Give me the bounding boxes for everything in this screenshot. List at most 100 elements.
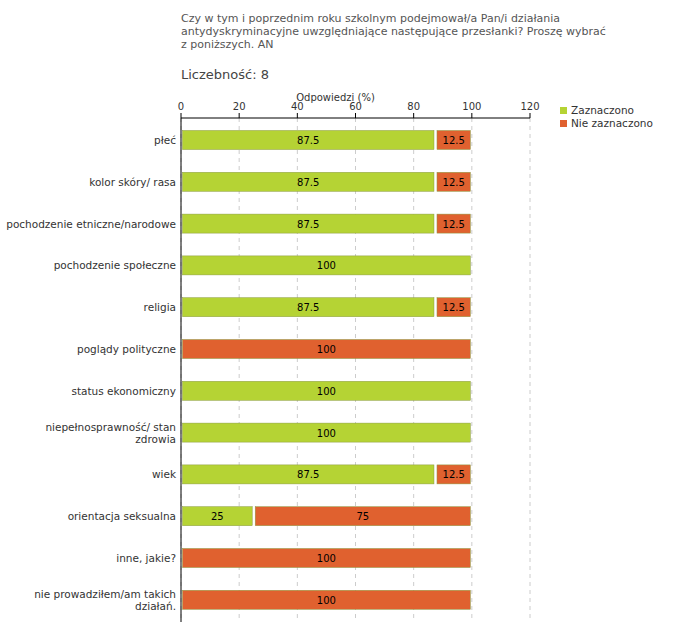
data-label: 100: [317, 553, 336, 564]
data-label: 12.5: [443, 469, 465, 480]
grid-line: [297, 118, 298, 622]
subtitle: Liczebność: 8: [181, 67, 269, 82]
y-axis: [181, 118, 182, 622]
tick-mark: [355, 113, 356, 118]
bar: [437, 465, 470, 484]
category-label: poglądy polityczne: [77, 343, 176, 355]
data-label: 100: [317, 260, 336, 271]
data-label: 87.5: [297, 469, 319, 480]
bar: [183, 549, 471, 568]
x-axis: [181, 118, 530, 119]
bar: [183, 298, 434, 317]
legend-swatch: [560, 107, 567, 114]
category-line: nie prowadziłem/am takich: [34, 588, 176, 600]
category-label: wiek: [152, 468, 177, 480]
category-line: poglądy polityczne: [77, 343, 176, 355]
category-line: pochodzenie etniczne/narodowe: [6, 218, 176, 230]
category-line: działań.: [135, 600, 176, 612]
x-axis-label: Odpowiedzi (%): [296, 92, 375, 103]
grid-line: [355, 118, 356, 622]
data-label: 87.5: [297, 219, 319, 230]
bar: [183, 423, 471, 442]
tick-mark: [181, 113, 182, 118]
data-label: 12.5: [443, 302, 465, 313]
category-label: orientacja seksualna: [68, 510, 176, 522]
title-line: z poniższych. AN: [181, 38, 274, 51]
category-label: inne, jakie?: [116, 552, 176, 564]
data-label: 87.5: [297, 135, 319, 146]
title: Czy w tym i poprzednim roku szkolnym pod…: [181, 12, 606, 51]
category-line: płeć: [154, 134, 176, 146]
tick-label: 120: [520, 101, 539, 112]
tick-mark: [297, 113, 298, 118]
legend-swatch: [560, 120, 567, 127]
grid-line: [530, 118, 531, 622]
bar: [437, 214, 470, 233]
bar: [437, 172, 470, 191]
bar: [183, 172, 434, 191]
grid-line: [413, 118, 414, 622]
data-label: 12.5: [443, 177, 465, 188]
bar: [255, 507, 470, 526]
data-label: 25: [211, 511, 224, 522]
bar: [473, 381, 474, 400]
data-label: 87.5: [297, 177, 319, 188]
category-label: religia: [144, 301, 176, 313]
category-line: religia: [144, 301, 176, 313]
data-label: 100: [317, 386, 336, 397]
category-label: status ekonomiczny: [71, 385, 176, 397]
bar: [183, 256, 471, 275]
category-label: płeć: [154, 134, 176, 146]
bars: [183, 131, 471, 610]
tick-label: 0: [178, 101, 184, 112]
category-line: status ekonomiczny: [71, 385, 176, 397]
category-label: pochodzenie etniczne/narodowe: [6, 218, 176, 230]
tick-label: 60: [349, 101, 362, 112]
data-label: 12.5: [443, 219, 465, 230]
category-line: inne, jakie?: [116, 552, 176, 564]
category-line: wiek: [152, 468, 177, 480]
data-label: 100: [317, 428, 336, 439]
legend-label: Zaznaczono: [571, 104, 634, 116]
legend: ZaznaczonoNie zaznaczono: [560, 104, 653, 129]
chart: Czy w tym i poprzednim roku szkolnym pod…: [0, 0, 680, 640]
tick-mark: [530, 113, 531, 118]
bar: [183, 590, 471, 609]
bar: [183, 131, 434, 150]
grid-line: [471, 118, 472, 622]
data-label: 75: [356, 511, 369, 522]
tick-mark: [471, 113, 472, 118]
category-label: niepełnosprawność/ stanzdrowia: [45, 421, 176, 445]
category-label: nie prowadziłem/am takichdziałań.: [34, 588, 176, 612]
data-label: 100: [317, 595, 336, 606]
tick-mark: [413, 113, 414, 118]
tick-label: 80: [407, 101, 420, 112]
category-label: pochodzenie społeczne: [54, 259, 176, 271]
grid-line: [239, 118, 240, 622]
bar: [437, 298, 470, 317]
category-label: kolor skóry/ rasa: [89, 176, 176, 188]
tick-label: 40: [291, 101, 304, 112]
bar: [183, 381, 471, 400]
bar: [183, 465, 434, 484]
bar: [183, 340, 471, 359]
bar: [473, 256, 474, 275]
title-line: antydyskryminacyjne uwzględniające nastę…: [181, 25, 606, 38]
title-line: Czy w tym i poprzednim roku szkolnym pod…: [181, 12, 560, 25]
legend-label: Nie zaznaczono: [571, 117, 653, 129]
category-line: niepełnosprawność/ stan: [45, 421, 176, 433]
data-label: 12.5: [443, 135, 465, 146]
category-line: kolor skóry/ rasa: [89, 176, 176, 188]
data-label: 87.5: [297, 302, 319, 313]
bar: [437, 131, 470, 150]
category-line: zdrowia: [135, 433, 176, 445]
bar: [473, 423, 474, 442]
category-line: orientacja seksualna: [68, 510, 176, 522]
tick-label: 20: [233, 101, 246, 112]
data-label: 100: [317, 344, 336, 355]
data-labels: 87.5 12.5 87.5 12.5 87.5 12.5 100 87.5 12.5 100 10…: [211, 135, 465, 606]
grid-line: [181, 118, 182, 622]
bar: [183, 507, 253, 526]
tick-mark: [239, 113, 240, 118]
tick-label: 100: [462, 101, 481, 112]
